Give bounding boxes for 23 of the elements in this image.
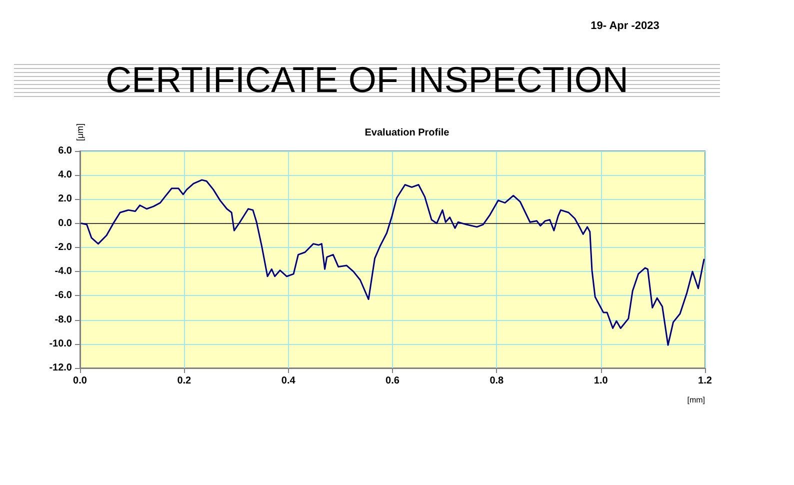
y-tick-label: -10.0 xyxy=(49,338,72,350)
y-axis-title: [μm] xyxy=(75,123,85,141)
y-tick-label: 0.0 xyxy=(58,218,72,229)
y-tick-label: -2.0 xyxy=(54,242,72,253)
y-tick-label: 2.0 xyxy=(58,194,72,205)
x-tick-label: 1.0 xyxy=(594,376,608,386)
y-tick-label: 6.0 xyxy=(58,146,72,156)
chart-subtitle: Evaluation Profile xyxy=(364,128,450,138)
x-tick-label: 0.8 xyxy=(490,376,504,386)
y-tick-label: -12.0 xyxy=(49,362,72,374)
x-tick-label: 1.2 xyxy=(698,376,712,386)
x-tick-label: 0.2 xyxy=(177,376,192,386)
x-tick-label: 0.0 xyxy=(73,376,88,386)
y-tick-label: -6.0 xyxy=(54,290,72,302)
text: 19- Apr -2023 xyxy=(590,20,660,32)
x-tick-label: 0.6 xyxy=(386,376,400,386)
y-tick-label: -8.0 xyxy=(54,314,72,326)
x-tick-label: 0.4 xyxy=(281,376,296,386)
chart-title: CERTIFICATE OF INSPECTION xyxy=(104,58,630,102)
x-axis-title: [mm] xyxy=(687,396,705,404)
line-series xyxy=(80,179,705,346)
y-tick-label: 4.0 xyxy=(58,170,72,181)
y-tick-label: -4.0 xyxy=(54,266,72,278)
